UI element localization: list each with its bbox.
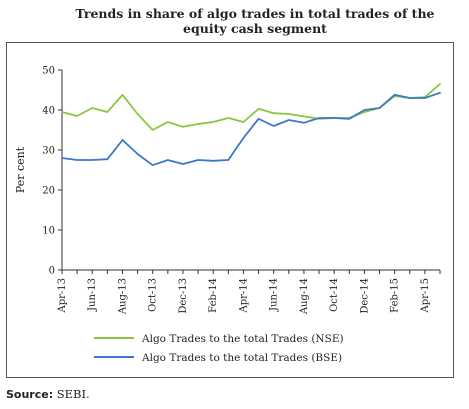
x-tick-label: Oct-13 bbox=[148, 278, 159, 312]
x-tick-label: Apr-13 bbox=[57, 278, 68, 314]
x-tick-label: Feb-15 bbox=[390, 278, 401, 313]
x-tick-label: Apr-14 bbox=[238, 278, 249, 314]
series-line-nse bbox=[61, 83, 441, 131]
legend-label: Algo Trades to the total Trades (NSE) bbox=[141, 333, 344, 345]
x-tick-label: Dec-13 bbox=[178, 278, 189, 314]
x-tick-label: Jun-13 bbox=[87, 278, 98, 312]
source-note: Source: SEBI. bbox=[6, 387, 90, 401]
x-tick-label: Aug-13 bbox=[117, 278, 128, 315]
y-tick-label: 20 bbox=[42, 186, 55, 197]
chart-legend: Algo Trades to the total Trades (NSE) Alg… bbox=[94, 333, 344, 364]
x-tick-label: Dec-14 bbox=[359, 278, 370, 314]
chart-series bbox=[61, 83, 441, 167]
x-tick-label: Apr-15 bbox=[420, 278, 431, 314]
y-tick-label: 0 bbox=[49, 266, 55, 277]
chart-axes: 0 10 20 30 40 50 Apr-13 Jun-13 Aug-13 Oct-13 Dec-1… bbox=[42, 66, 441, 315]
x-tick-label: Aug-14 bbox=[299, 278, 310, 315]
x-tick-label: Oct-14 bbox=[329, 278, 340, 312]
legend-label: Algo Trades to the total Trades (BSE) bbox=[141, 352, 342, 364]
y-tick-label: 30 bbox=[42, 146, 55, 157]
source-text: SEBI. bbox=[56, 387, 90, 401]
chart-title: Trends in share of algo trades in total … bbox=[75, 6, 435, 36]
source-label: Source: bbox=[6, 388, 54, 401]
y-tick-label: 10 bbox=[42, 226, 55, 237]
y-axis-label: Per cent bbox=[14, 146, 27, 193]
series-line-bse bbox=[61, 91, 441, 167]
y-tick-label: 50 bbox=[42, 66, 55, 77]
chart-frame bbox=[6, 42, 454, 378]
x-tick-label: Jun-14 bbox=[269, 278, 280, 312]
x-tick-label: Feb-14 bbox=[208, 278, 219, 313]
y-tick-label: 40 bbox=[42, 106, 55, 117]
